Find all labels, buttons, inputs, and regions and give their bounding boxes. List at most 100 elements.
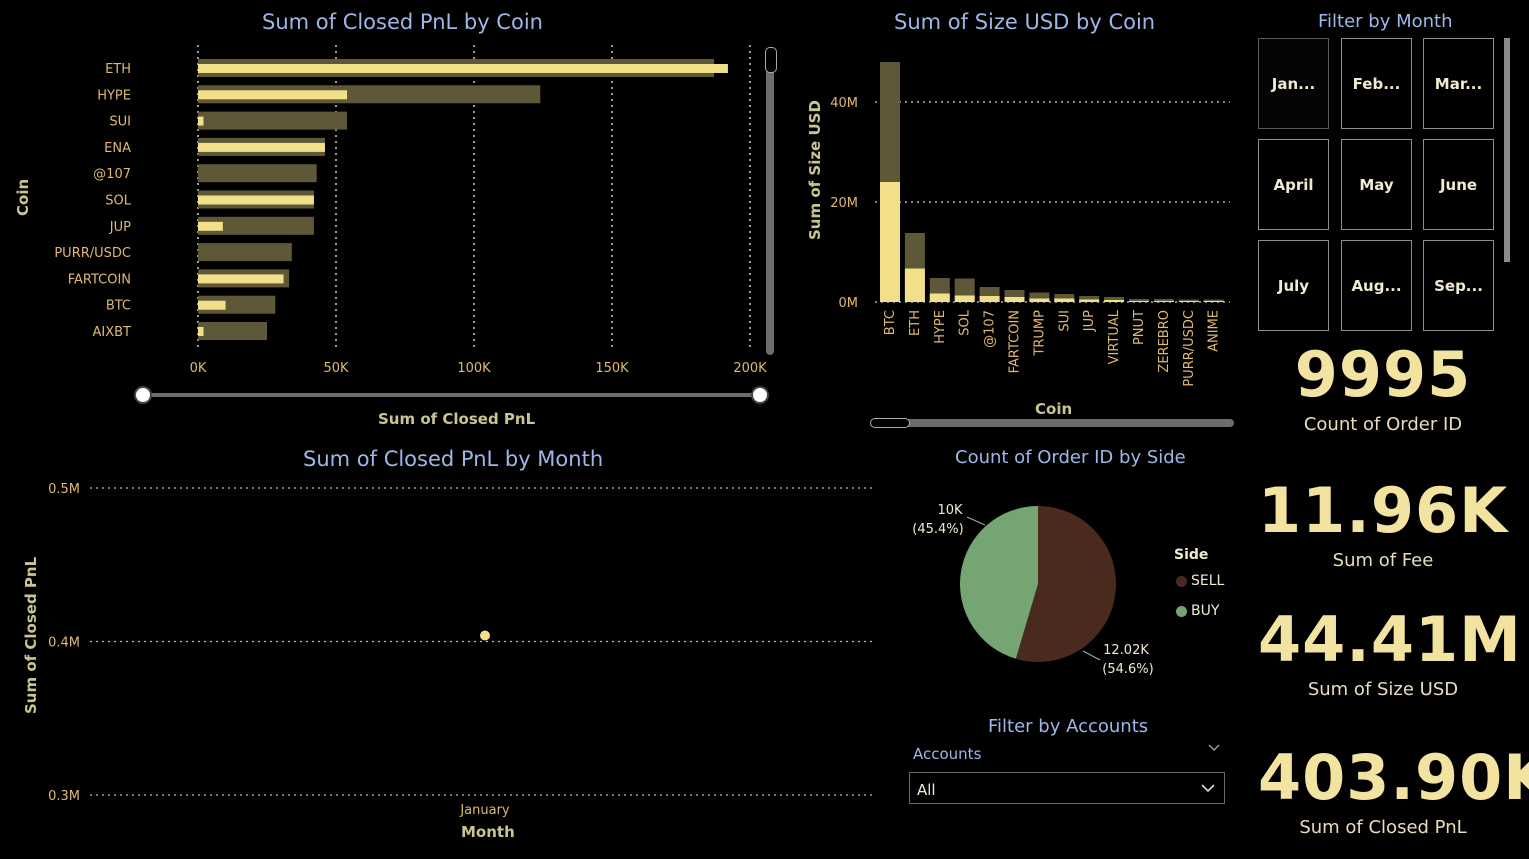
x-tick-label: ZEREBRO [1157, 310, 1172, 373]
zoom-slider-track[interactable] [142, 393, 760, 397]
chart-title-size-by-coin: Sum of Size USD by Coin [894, 10, 1156, 34]
legend-label-sell: SELL [1191, 573, 1225, 589]
bar-light [1029, 298, 1050, 302]
pie-slice-sell [1015, 506, 1116, 662]
bar-light [1203, 301, 1224, 302]
chevron-down-icon[interactable] [1207, 740, 1221, 759]
vertical-scrollbar[interactable] [765, 47, 777, 355]
bar-dark [198, 243, 292, 262]
card-sum-fee-label: Sum of Fee [1332, 550, 1434, 571]
y-tick-label: FARTCOIN [68, 272, 131, 287]
x-tick-label: 50K [323, 361, 349, 376]
bar-light [1129, 301, 1149, 302]
y-tick-label: 0M [839, 296, 859, 311]
size-by-coin-chart: 0M 20M 40M BTC ETH HYPE SOL @107 FARTCOIN TRUMP SU… [830, 62, 1230, 387]
legend-title: Side [1174, 547, 1209, 563]
bar-light [954, 295, 975, 302]
bar-light [198, 116, 204, 126]
x-axis-title-coin: Coin [1035, 400, 1073, 418]
x-tick-label: VIRTUAL [1107, 309, 1122, 364]
month-button[interactable]: Aug... [1341, 240, 1412, 331]
month-button[interactable]: June [1423, 139, 1494, 230]
y-tick-label: SUI [109, 115, 131, 130]
x-axis-title-month: Month [461, 823, 515, 841]
accounts-header: Accounts [913, 745, 982, 763]
x-tick-label: 200K [733, 361, 767, 376]
bar-light [1079, 299, 1100, 302]
leader-line [1082, 650, 1101, 661]
bar-dark [1153, 299, 1174, 302]
card-sum-size-usd-label: Sum of Size USD [1307, 679, 1459, 700]
bar-dark [198, 216, 314, 235]
month-button[interactable]: May [1341, 139, 1412, 230]
month-button[interactable]: July [1258, 240, 1329, 331]
scrollbar-thumb[interactable] [870, 418, 910, 428]
x-tick-label: 150K [595, 361, 629, 376]
y-tick-label: 20M [830, 196, 858, 211]
legend-item-buy[interactable]: BUY [1176, 603, 1219, 619]
horizontal-scrollbar[interactable] [870, 418, 1234, 428]
y-tick-label: ENA [104, 141, 131, 156]
bar-light [198, 300, 226, 310]
bar-light [198, 142, 325, 152]
chart-title-pnl-by-month: Sum of Closed PnL by Month [303, 447, 604, 471]
month-button[interactable]: Mar... [1423, 38, 1494, 129]
bar-dark [1054, 294, 1075, 302]
bar-dark [1079, 296, 1100, 302]
bar-light [979, 296, 1000, 302]
x-axis-title-closed-pnl: Sum of Closed PnL [378, 410, 536, 428]
x-tick-label: ETH [908, 310, 923, 336]
legend-swatch-sell [1176, 575, 1187, 587]
y-tick-label: BTC [106, 299, 131, 314]
y-tick-label: HYPE [97, 88, 131, 103]
bar-light [904, 268, 925, 302]
y-tick-label: PURR/USDC [54, 246, 131, 261]
y-tick-label: 0.3M [48, 789, 80, 804]
month-button[interactable]: April [1258, 139, 1329, 230]
y-tick-label: SOL [105, 194, 131, 209]
month-button[interactable]: Sep... [1423, 240, 1494, 331]
bar-light [1153, 301, 1174, 302]
month-button[interactable]: Jan... [1258, 38, 1329, 129]
month-slicer-scrollbar[interactable] [1504, 38, 1510, 262]
chart-title-orders-by-side: Count of Order ID by Side [955, 447, 1186, 468]
zoom-slider-left-handle[interactable] [134, 386, 152, 404]
bar-light [198, 64, 728, 73]
legend-swatch-buy [1176, 605, 1187, 617]
accounts-selected-value: All [917, 781, 936, 799]
bar-dark [198, 111, 348, 130]
x-tick-label: SOL [958, 309, 973, 335]
bar-light [1104, 300, 1125, 302]
bar-light [880, 182, 900, 302]
accounts-dropdown[interactable]: All [909, 772, 1225, 804]
filter-accounts-title: Filter by Accounts [988, 716, 1149, 737]
orders-by-side-pie: 10K (45.4%) 12.02K (54.6%) [912, 503, 1153, 677]
data-label-sell-value: 12.02K [1103, 643, 1149, 658]
card-sum-closed-pnl-label: Sum of Closed PnL [1299, 817, 1467, 838]
x-tick-label: ANIME [1207, 310, 1222, 352]
bar-dark [1129, 299, 1149, 302]
scrollbar-thumb[interactable] [765, 47, 777, 73]
bar-dark [198, 322, 267, 340]
y-tick-label: 40M [830, 96, 858, 111]
bar-light [198, 90, 348, 100]
card-sum-fee-value: 11.96K [1258, 474, 1509, 547]
x-tick-label: January [459, 803, 510, 818]
pie-slice-buy [959, 506, 1038, 659]
x-tick-label: BTC [883, 310, 898, 335]
y-tick-label: 0.5M [48, 482, 80, 497]
legend-item-sell[interactable]: SELL [1176, 573, 1224, 589]
bar-light [198, 195, 314, 205]
zoom-slider-right-handle[interactable] [751, 386, 769, 404]
data-label-buy-pct: (45.4%) [912, 522, 963, 537]
chart-title-pnl-by-coin: Sum of Closed PnL by Coin [262, 10, 543, 34]
x-tick-label: JUP [1082, 310, 1097, 332]
bar-dark [1178, 299, 1199, 302]
data-label-sell-pct: (54.6%) [1102, 662, 1153, 677]
month-button[interactable]: Feb... [1341, 38, 1412, 129]
x-tick-label: PURR/USDC [1182, 310, 1197, 387]
x-tick-label: 100K [457, 361, 491, 376]
y-tick-label: JUP [109, 220, 131, 235]
bar-light [929, 293, 950, 302]
bar-light [1178, 301, 1199, 302]
